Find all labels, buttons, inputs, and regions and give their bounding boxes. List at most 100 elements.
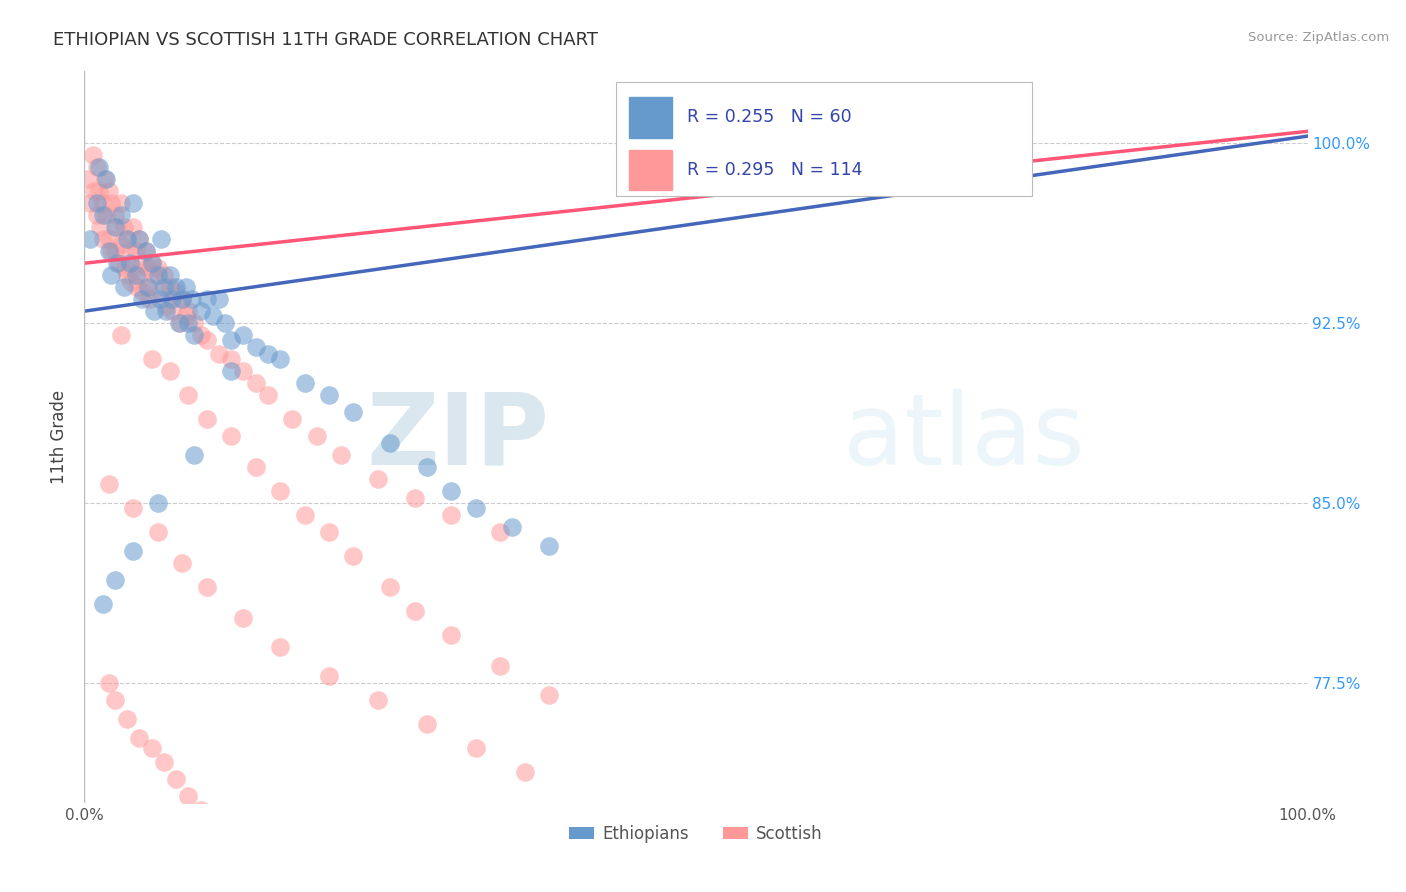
Point (141, 740, 163, 755)
Point (128, 731, 150, 745)
Point (165, 285, 187, 299)
Point (150, 232, 173, 246)
Point (245, 460, 267, 475)
Point (195, 580, 218, 594)
Point (440, 628, 463, 642)
Point (190, 328, 212, 343)
Point (208, 347, 231, 361)
Point (104, 573, 127, 587)
Point (232, 611, 254, 625)
Point (97, 244, 120, 259)
Point (141, 256, 163, 270)
Point (404, 604, 426, 618)
Point (174, 280, 197, 294)
Text: ZIP: ZIP (367, 389, 550, 485)
Point (245, 340, 267, 354)
Point (141, 256, 163, 270)
Point (257, 347, 280, 361)
Point (294, 508, 316, 522)
Point (538, 539, 561, 553)
Point (513, 764, 536, 779)
Point (143, 304, 166, 318)
Point (177, 388, 200, 402)
Point (115, 232, 138, 246)
Point (318, 388, 340, 402)
Point (94, 172, 117, 186)
Point (79, 196, 101, 211)
Point (232, 831, 254, 846)
Point (122, 500, 145, 515)
Point (146, 260, 169, 275)
Point (135, 280, 157, 294)
Point (257, 844, 280, 858)
Point (131, 256, 153, 270)
Point (190, 304, 212, 318)
Point (125, 280, 148, 294)
Point (201, 813, 224, 827)
Point (110, 237, 132, 252)
Point (172, 292, 194, 306)
Point (174, 309, 197, 323)
Point (367, 692, 389, 706)
Point (97, 184, 120, 198)
Bar (628, 97, 672, 137)
Point (219, 352, 242, 367)
Point (146, 496, 169, 510)
Point (269, 640, 291, 654)
Point (155, 304, 177, 318)
Point (105, 220, 128, 235)
Point (136, 260, 159, 275)
Point (502, 520, 524, 534)
Point (104, 692, 127, 706)
Point (110, 208, 132, 222)
Point (305, 429, 328, 443)
Point (464, 500, 486, 515)
Point (219, 364, 242, 378)
Point (128, 232, 150, 246)
Point (107, 256, 129, 270)
Point (416, 716, 439, 731)
Point (342, 405, 364, 419)
Point (83, 184, 105, 198)
Point (177, 304, 200, 318)
Point (159, 280, 181, 294)
Point (214, 316, 236, 330)
Point (87, 161, 110, 175)
Point (132, 285, 155, 299)
Point (136, 280, 159, 294)
Point (214, 820, 236, 834)
Point (86, 196, 108, 211)
Point (87, 184, 110, 198)
Point (219, 429, 242, 443)
Point (167, 316, 190, 330)
Point (232, 364, 254, 378)
Point (135, 244, 157, 259)
Point (181, 292, 204, 306)
Point (96, 172, 118, 186)
Point (342, 549, 364, 563)
Point (281, 855, 304, 870)
Point (318, 524, 340, 539)
Point (318, 669, 340, 683)
Point (416, 460, 439, 475)
Text: R = 0.295   N = 114: R = 0.295 N = 114 (688, 161, 863, 179)
Point (79, 232, 101, 246)
Point (128, 268, 150, 283)
Point (104, 208, 127, 222)
Point (149, 292, 172, 306)
Point (367, 472, 389, 486)
Point (146, 524, 169, 539)
Point (86, 161, 108, 175)
Point (169, 316, 191, 330)
Point (232, 328, 254, 343)
Point (112, 220, 135, 235)
Point (440, 483, 463, 498)
Point (100, 268, 122, 283)
Point (143, 268, 166, 283)
Point (183, 448, 205, 462)
Point (82, 148, 104, 162)
Point (86, 208, 108, 222)
Point (155, 299, 177, 313)
Point (245, 376, 267, 391)
Point (100, 244, 122, 259)
